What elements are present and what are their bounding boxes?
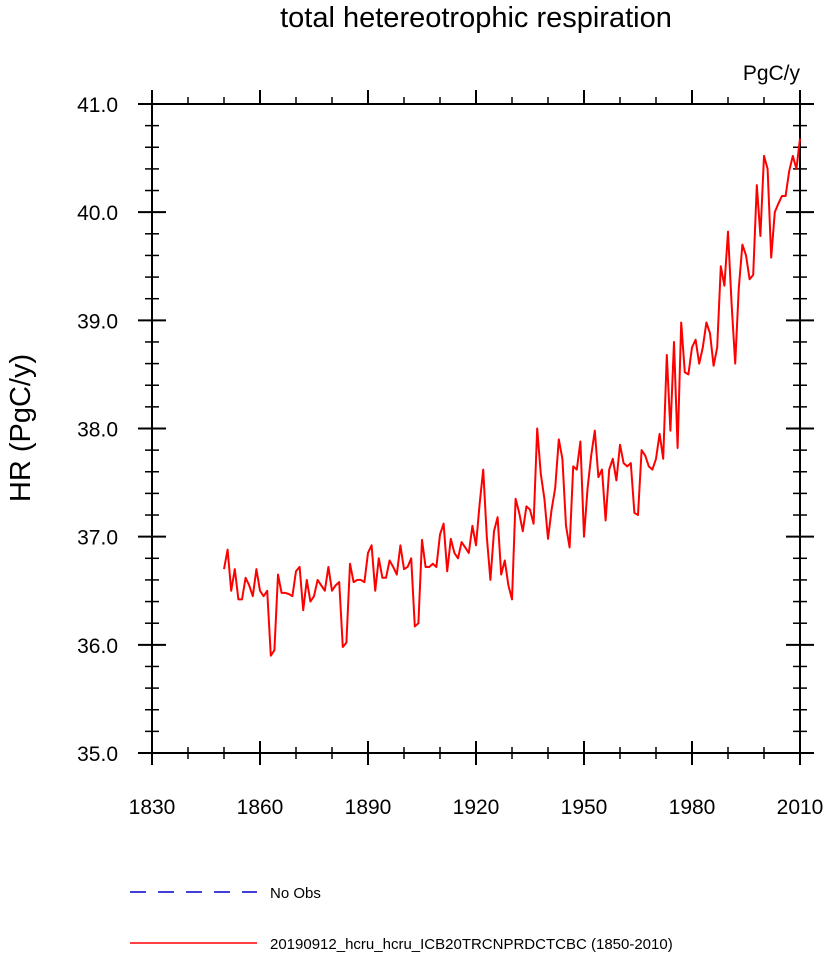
y-axis-label: HR (PgC/y): [5, 354, 37, 502]
y-tick-label: 40.0: [77, 202, 118, 225]
chart-title: total hetereotrophic respiration: [280, 2, 672, 34]
y-tick-label: 39.0: [77, 310, 118, 333]
y-axis-tick-labels: 35.0 36.0 37.0 38.0 39.0 40.0 41.0: [77, 94, 118, 766]
units-label: PgC/y: [743, 62, 801, 85]
plot-area: [151, 103, 801, 754]
x-tick-label: 1920: [453, 796, 500, 819]
x-tick-label: 1890: [345, 796, 392, 819]
x-tick-label: 1860: [237, 796, 284, 819]
legend: No Obs 20190912_hcru_hcru_ICB20TRCNPRDCT…: [130, 885, 673, 953]
series-group: [223, 138, 801, 657]
x-tick-label: 1950: [561, 796, 608, 819]
x-tick-label: 1980: [669, 796, 716, 819]
y-tick-label: 38.0: [77, 419, 118, 442]
y-tick-label: 36.0: [77, 635, 118, 658]
x-tick-label: 2010: [777, 796, 824, 819]
y-tick-label: 41.0: [77, 94, 118, 117]
x-axis-tick-labels: 1830 1860 1890 1920 1950 1980 2010: [129, 796, 824, 819]
legend-label-model-run: 20190912_hcru_hcru_ICB20TRCNPRDCTCBC (18…: [270, 936, 673, 953]
legend-label-no-obs: No Obs: [270, 885, 321, 902]
series-line: [223, 138, 801, 657]
y-tick-label: 37.0: [77, 527, 118, 550]
axis-ticks: [138, 90, 814, 765]
x-tick-label: 1830: [129, 796, 176, 819]
y-tick-label: 35.0: [77, 743, 118, 766]
